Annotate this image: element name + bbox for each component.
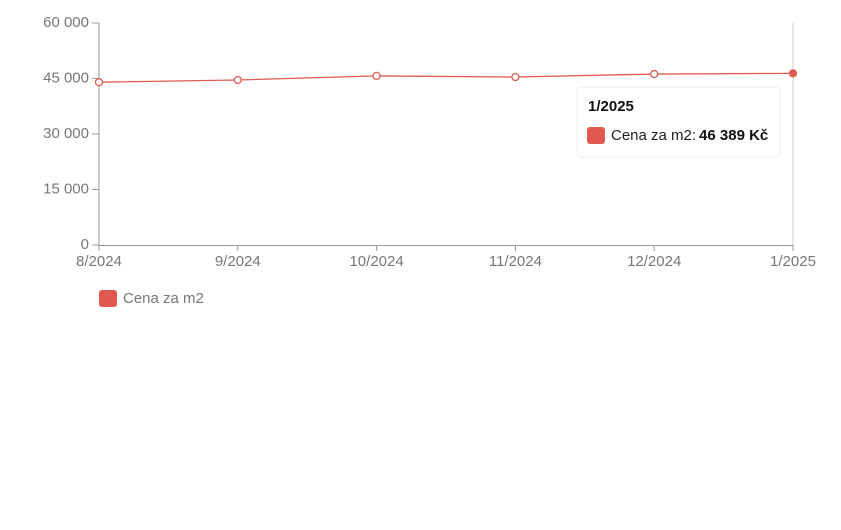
point [94, 78, 104, 87]
y-tick-label: 45 000 [43, 69, 89, 86]
tooltip-box [576, 86, 781, 158]
x-tick-label: 12/2024 [627, 253, 681, 270]
x-tick-label: 11/2024 [489, 253, 542, 270]
tooltip-label: Cena za m2: [611, 127, 696, 144]
y-tick-label: 60 000 [43, 14, 89, 31]
x-tick-label: 10/2024 [349, 253, 403, 270]
legend-label: Cena za m2 [123, 290, 204, 307]
tooltip: 1/2025 Cena za m2: 46 389 Kč [576, 86, 781, 158]
x-tick-label: 9/2024 [215, 253, 261, 270]
tooltip-value: 46 389 Kč [699, 127, 768, 144]
point [650, 69, 659, 79]
x-tick-label: 8/2024 [76, 253, 122, 270]
line [98, 72, 794, 83]
y-tick-label: 30 000 [43, 125, 89, 142]
legend-swatch [99, 290, 117, 307]
y-tick-label: 15 000 [43, 180, 89, 197]
point [233, 75, 242, 85]
tooltip-swatch [587, 127, 605, 144]
point [511, 72, 520, 82]
point [372, 71, 381, 81]
x-tick-label: 1/2025 [770, 253, 816, 270]
y-tick-label: 0 [81, 236, 89, 253]
tooltip-title: 1/2025 [588, 98, 634, 115]
point [788, 69, 798, 78]
